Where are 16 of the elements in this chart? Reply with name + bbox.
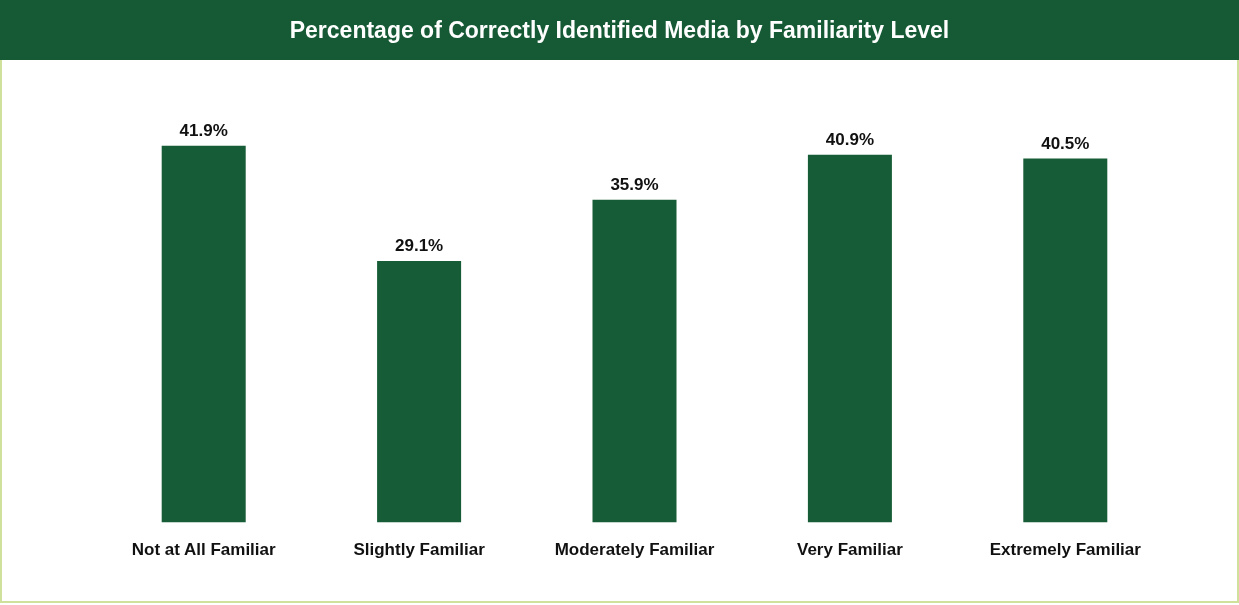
bar [377,260,462,523]
data-label: 35.9% [610,175,659,195]
x-tick-label: Extremely Familiar [989,540,1142,560]
x-tick-label: Very Familiar [796,540,904,560]
bar [1023,158,1108,523]
x-tick-label: Moderately Familiar [554,540,715,560]
data-label: 41.9% [179,121,228,141]
chart-title: Percentage of Correctly Identified Media by Familiarity Level [0,0,1239,60]
bar [807,154,892,523]
x-tick-label: Not at All Familiar [131,540,277,560]
data-label: 40.5% [1041,133,1090,153]
bar [161,145,246,523]
data-label: 29.1% [395,236,444,256]
x-tick-label: Slightly Familiar [353,540,486,560]
data-label: 40.9% [825,130,874,150]
bar [592,199,677,523]
